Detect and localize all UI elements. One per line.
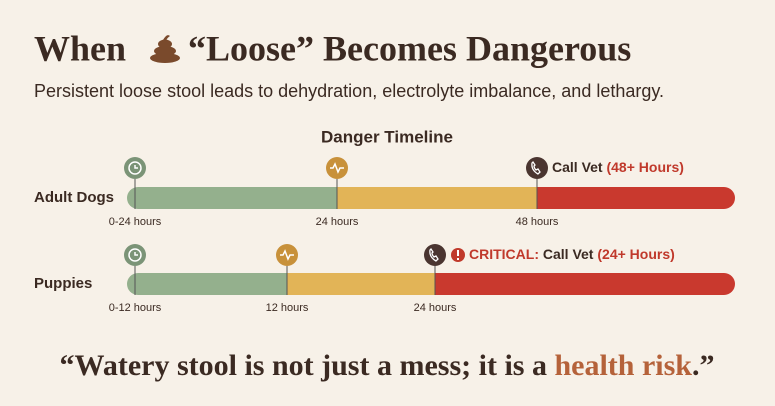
quote: “Watery stool is not just a mess; it is … <box>59 349 714 382</box>
stage-label: 48 hours <box>516 216 559 228</box>
stage-label: 12 hours <box>266 302 309 314</box>
stage-green <box>127 273 287 295</box>
title-start: When <box>34 28 126 68</box>
quote-end: .” <box>692 349 715 382</box>
alert-prefix: CRITICAL: <box>469 246 539 262</box>
title-end: “Loose” Becomes Dangerous <box>188 28 631 68</box>
stage-yellow <box>287 273 435 295</box>
stage-red <box>537 187 735 209</box>
alert: CRITICAL: Call Vet (24+ Hours) <box>469 246 675 262</box>
row-label: Adult Dogs <box>34 189 114 206</box>
alert: Call Vet (48+ Hours) <box>552 159 684 175</box>
stage-label: 24 hours <box>414 302 457 314</box>
stage-green <box>127 187 337 209</box>
timeline-title: Danger Timeline <box>321 127 453 146</box>
warning-icon <box>451 248 465 262</box>
alert-detail: (48+ Hours) <box>606 159 683 175</box>
row-label: Puppies <box>34 275 92 292</box>
clock-icon <box>124 244 146 266</box>
phone-icon <box>526 157 548 179</box>
phone-icon <box>424 244 446 266</box>
pulse-icon <box>276 244 298 266</box>
poop-icon <box>150 35 180 63</box>
stage-label: 0-12 hours <box>109 302 162 314</box>
quote-start: “Watery stool is not just a mess; it is … <box>59 349 554 382</box>
subtitle: Persistent loose stool leads to dehydrat… <box>34 81 664 101</box>
stage-red <box>435 273 735 295</box>
alert-detail: (24+ Hours) <box>597 246 674 262</box>
stage-label: 24 hours <box>316 216 359 228</box>
alert-text: Call Vet <box>543 246 594 262</box>
stage-label: 0-24 hours <box>109 216 162 228</box>
quote-highlight: health risk <box>554 349 692 382</box>
clock-icon <box>124 157 146 179</box>
alert-text: Call Vet <box>552 159 603 175</box>
pulse-icon <box>326 157 348 179</box>
timeline-bar <box>127 187 735 209</box>
stage-yellow <box>337 187 537 209</box>
timeline-bar <box>127 273 735 295</box>
